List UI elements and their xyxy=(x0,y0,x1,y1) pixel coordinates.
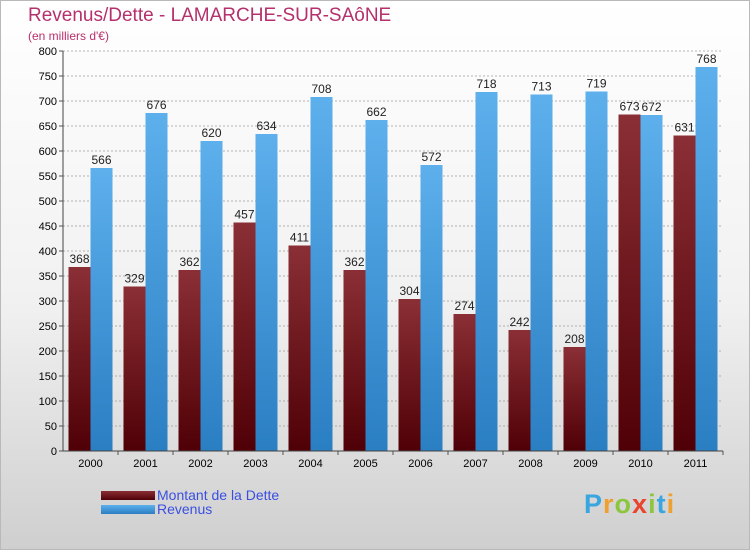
bar-revenus xyxy=(200,141,223,451)
data-label-dette: 362 xyxy=(179,255,199,269)
x-tick-label: 2010 xyxy=(628,458,652,470)
x-tick-label: 2005 xyxy=(353,458,377,470)
data-label-dette: 362 xyxy=(344,255,364,269)
y-tick-label: 400 xyxy=(39,246,57,258)
data-label-dette: 274 xyxy=(454,299,474,313)
y-tick-label: 550 xyxy=(39,171,57,183)
x-tick-label: 2001 xyxy=(133,458,157,470)
x-tick-label: 2009 xyxy=(573,458,597,470)
bar-dette xyxy=(343,270,366,451)
proxiti-logo: Proxiti xyxy=(584,489,675,520)
y-tick-label: 450 xyxy=(39,221,57,233)
bar-revenus xyxy=(145,113,168,451)
y-tick-label: 200 xyxy=(39,346,57,358)
bar-dette xyxy=(68,267,91,451)
y-tick-label: 300 xyxy=(39,296,57,308)
data-label-dette: 208 xyxy=(564,332,584,346)
data-label-revenus: 676 xyxy=(146,98,166,112)
data-label-revenus: 634 xyxy=(256,119,276,133)
data-label-revenus: 719 xyxy=(586,77,606,91)
data-label-dette: 304 xyxy=(399,284,419,298)
y-tick-label: 700 xyxy=(39,96,57,108)
legend-label-revenus: Revenus xyxy=(157,501,213,517)
y-tick-label: 750 xyxy=(39,71,57,83)
data-label-dette: 242 xyxy=(509,315,529,329)
logo-letter: t xyxy=(656,489,667,519)
bar-revenus xyxy=(310,97,333,451)
bar-revenus xyxy=(585,91,608,451)
logo-letter: i xyxy=(648,489,657,519)
logo-letter: r xyxy=(603,489,615,519)
x-tick-label: 2004 xyxy=(298,458,322,470)
bar-dette xyxy=(233,222,256,451)
logo-letter: x xyxy=(632,489,649,519)
y-tick-label: 800 xyxy=(39,46,57,58)
data-label-dette: 329 xyxy=(124,272,144,286)
x-tick-label: 2007 xyxy=(463,458,487,470)
y-tick-label: 650 xyxy=(39,121,57,133)
data-label-revenus: 718 xyxy=(476,77,496,91)
bar-dette xyxy=(453,314,476,451)
y-tick-label: 350 xyxy=(39,271,57,283)
logo-letter: P xyxy=(584,489,604,519)
bar-revenus xyxy=(640,115,663,451)
y-tick-label: 150 xyxy=(39,371,57,383)
bar-dette xyxy=(673,135,696,451)
bar-revenus xyxy=(90,168,113,451)
grid-lines xyxy=(63,50,723,452)
bar-dette xyxy=(123,286,146,451)
x-tick-label: 2003 xyxy=(243,458,267,470)
data-label-revenus: 708 xyxy=(311,82,331,96)
bar-dette xyxy=(508,330,531,451)
bar-dette xyxy=(288,245,311,451)
data-label-dette: 368 xyxy=(69,252,89,266)
x-tick-label: 2011 xyxy=(684,458,708,470)
chart-title: Revenus/Dette - LAMARCHE-SUR-SAôNE xyxy=(28,5,392,26)
x-tick-label: 2002 xyxy=(188,458,212,470)
data-label-revenus: 662 xyxy=(366,105,386,119)
logo-letter: i xyxy=(666,489,676,519)
bar-dette xyxy=(398,299,421,451)
data-label-revenus: 566 xyxy=(91,153,111,167)
data-label-revenus: 672 xyxy=(641,100,661,114)
bars xyxy=(68,67,718,451)
y-tick-label: 600 xyxy=(39,146,57,158)
bar-revenus xyxy=(255,134,278,451)
y-tick-label: 500 xyxy=(39,196,57,208)
x-tick-label: 2008 xyxy=(518,458,542,470)
data-label-revenus: 572 xyxy=(421,150,441,164)
bar-dette xyxy=(563,347,586,451)
y-tick-label: 100 xyxy=(39,396,57,408)
data-label-dette: 631 xyxy=(674,121,694,135)
legend-swatch-dette xyxy=(101,491,155,500)
bar-revenus xyxy=(365,120,388,451)
legend-label-dette: Montant de la Dette xyxy=(157,487,280,503)
bar-revenus xyxy=(530,94,553,451)
y-tick-label: 0 xyxy=(51,446,57,458)
y-tick-label: 250 xyxy=(39,321,57,333)
bar-dette xyxy=(618,114,641,451)
data-labels: 368 566 329 676 362 620 457 634 411 708 362 662 304 5… xyxy=(69,52,716,346)
data-label-revenus: 713 xyxy=(531,80,551,94)
logo-letter: o xyxy=(614,489,633,519)
chart-subtitle: (en milliers d'€) xyxy=(28,29,109,43)
axes: 0 50 100 150 200 250 300 350 400 450 500 550 600 650 7… xyxy=(39,46,724,470)
bar-dette xyxy=(178,270,201,451)
data-label-dette: 457 xyxy=(234,208,254,222)
data-label-dette: 673 xyxy=(619,100,639,114)
bar-revenus xyxy=(420,165,443,451)
x-tick-label: 2006 xyxy=(408,458,432,470)
bar-revenus xyxy=(695,67,718,451)
data-label-revenus: 620 xyxy=(201,126,221,140)
x-tick-label: 2000 xyxy=(78,458,102,470)
data-label-dette: 411 xyxy=(290,231,309,245)
legend-swatch-revenus xyxy=(101,505,155,514)
data-label-revenus: 768 xyxy=(696,52,716,66)
bar-revenus xyxy=(475,92,498,451)
y-tick-label: 50 xyxy=(45,421,57,433)
